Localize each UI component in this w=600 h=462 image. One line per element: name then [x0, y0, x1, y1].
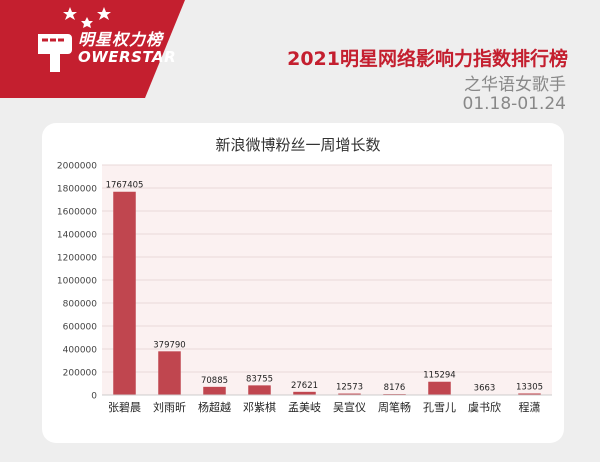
x-tick-label: 吴宣仪 — [333, 400, 366, 414]
y-tick-label: 200000 — [63, 369, 98, 379]
y-tick-label: 0 — [91, 392, 97, 402]
star-icon — [97, 7, 111, 20]
y-tick-label: 600000 — [63, 323, 98, 333]
bar — [518, 393, 541, 395]
y-tick-label: 1400000 — [57, 231, 97, 241]
y-tick-label: 400000 — [63, 346, 98, 356]
x-tick-label: 杨超越 — [198, 400, 231, 414]
data-label: 8176 — [384, 383, 406, 393]
data-label: 3663 — [474, 384, 496, 394]
y-tick-label: 1800000 — [57, 185, 97, 195]
logo-english: OWERSTAR — [78, 48, 177, 66]
page-title: 2021明星网络影响力指数排行榜 — [287, 48, 568, 70]
bar — [203, 386, 226, 395]
bar — [248, 385, 271, 395]
chart-panel: 新浪微博粉丝一周增长数 0 200000 400000 600000 800000 100… — [42, 123, 564, 443]
data-label: 1767405 — [106, 181, 144, 191]
y-tick-label: 1200000 — [57, 254, 97, 264]
x-tick-label: 张碧晨 — [108, 401, 141, 414]
star-icons — [63, 7, 111, 28]
y-tick-label: 1000000 — [57, 277, 97, 287]
bar — [428, 381, 451, 395]
x-tick-label: 周笔畅 — [378, 400, 411, 414]
fist-icon — [38, 34, 72, 72]
star-icon — [81, 17, 93, 28]
bar-chart: 新浪微博粉丝一周增长数 0 200000 400000 600000 800000 100… — [57, 136, 552, 414]
x-tick-label: 孟美岐 — [288, 401, 321, 414]
date-range: 01.18-01.24 — [462, 94, 566, 114]
logo-banner — [0, 0, 185, 98]
data-label: 27621 — [291, 381, 318, 391]
data-label: 115294 — [423, 371, 455, 381]
bar — [158, 351, 181, 395]
bar — [293, 391, 316, 395]
data-label: 83755 — [246, 374, 273, 384]
data-label: 12573 — [336, 383, 363, 393]
x-tick-label: 刘雨昕 — [153, 401, 186, 414]
x-tick-label: 孔雪儿 — [423, 401, 456, 414]
data-label: 379790 — [153, 340, 185, 350]
bar — [338, 393, 361, 395]
star-icon — [63, 7, 77, 20]
bar — [113, 191, 136, 395]
data-label: 13305 — [516, 382, 543, 392]
y-tick-label: 1600000 — [57, 208, 97, 218]
y-tick-label: 2000000 — [57, 162, 97, 172]
data-label: 70885 — [201, 376, 228, 386]
x-tick-label: 邓紫棋 — [243, 400, 276, 414]
x-tick-label: 程潇 — [519, 401, 541, 414]
header: 明星权力榜 OWERSTAR 2021明星网络影响力指数排行榜 之华语女歌手 0… — [0, 0, 600, 118]
x-tick-label: 虞书欣 — [468, 400, 501, 414]
logo-chinese: 明星权力榜 — [78, 30, 164, 49]
page-subtitle: 之华语女歌手 — [464, 75, 566, 95]
plot-area: 0 200000 400000 600000 800000 1000000 1200000 1… — [57, 162, 552, 414]
y-tick-label: 800000 — [63, 300, 98, 310]
chart-title: 新浪微博粉丝一周增长数 — [215, 136, 380, 154]
